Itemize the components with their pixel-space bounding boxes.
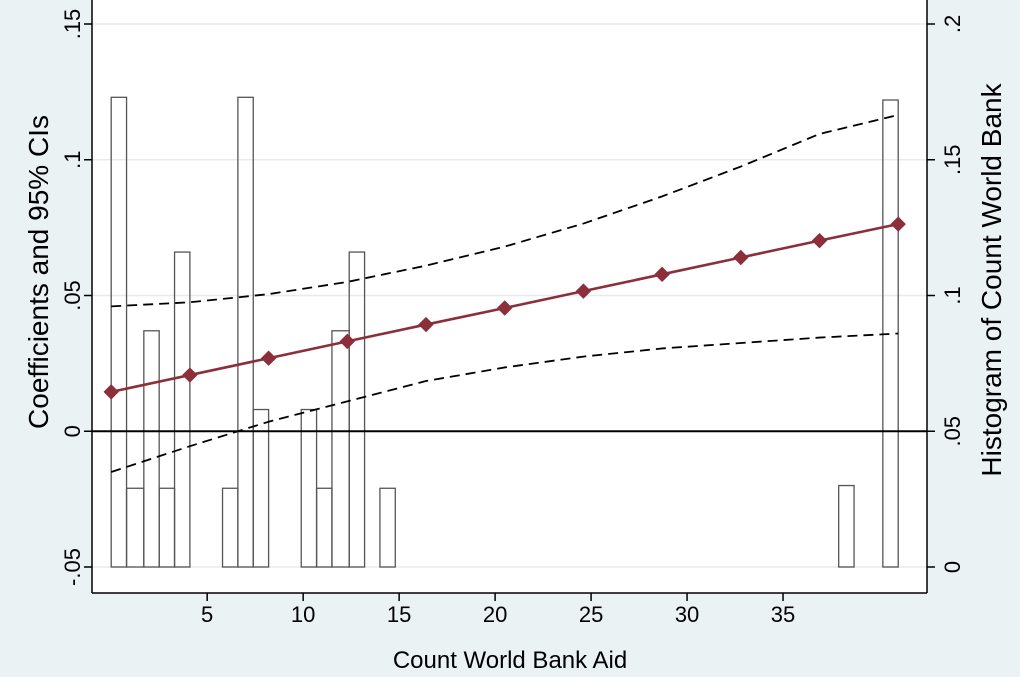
series-line-ci-upper <box>111 114 899 308</box>
y2-tick-label: .05 <box>940 416 965 447</box>
series-line-ci-lower <box>110 332 899 473</box>
coefficient-point <box>575 283 592 299</box>
histogram-bar <box>348 251 366 568</box>
x-tick-label: 15 <box>387 602 411 627</box>
coefficient-point <box>890 216 906 232</box>
coefficient-point <box>496 300 513 316</box>
coefficient-point <box>654 266 670 283</box>
x-tick-label: 10 <box>291 602 315 627</box>
coefficient-point <box>182 367 198 383</box>
y-tick-label: -.05 <box>60 548 85 586</box>
x-tick-label: 30 <box>675 602 699 627</box>
histogram-layer <box>110 96 899 568</box>
y2-tick-label: .15 <box>940 144 965 175</box>
plot-region <box>92 0 927 593</box>
y-axis-title: Coefficients and 95% CIs <box>23 115 54 429</box>
histogram-bar <box>143 330 160 568</box>
histogram-bar <box>173 251 191 568</box>
histogram-bar <box>110 96 128 568</box>
y-tick-label: .1 <box>60 151 85 169</box>
y-tick-label: .15 <box>60 9 85 40</box>
tick-labels-layer: 5 10 15 20 25 30 35 -.05 0 .05 .1 .15 0 .05 .1 .15 .2 <box>60 9 965 627</box>
y2-tick-label: .2 <box>940 15 965 33</box>
coefficient-point <box>418 316 434 333</box>
coefficient-point <box>811 232 828 249</box>
axes-layer <box>84 0 935 601</box>
x-tick-label: 5 <box>201 602 213 627</box>
x-axis-title: Count World Bank Aid <box>393 647 627 674</box>
y2-tick-label: 0 <box>940 561 965 573</box>
histogram-bar <box>237 96 254 568</box>
histogram-bar <box>379 487 396 568</box>
x-tick-label: 20 <box>483 602 507 627</box>
series-layer <box>103 114 906 473</box>
histogram-bar <box>838 484 855 568</box>
y-tick-label: .05 <box>60 280 85 311</box>
y2-tick-label: .1 <box>940 286 965 304</box>
coefficient-point <box>260 350 277 366</box>
coefficient-point <box>103 384 119 400</box>
histogram-bar <box>252 408 270 568</box>
x-tick-label: 35 <box>771 602 795 627</box>
coefficient-point <box>733 249 749 266</box>
y-tick-label: 0 <box>60 425 85 437</box>
x-tick-label: 25 <box>579 602 603 627</box>
coefficient-point <box>339 333 356 350</box>
y2-axis-title: Histogram of Count World Bank <box>976 82 1007 476</box>
